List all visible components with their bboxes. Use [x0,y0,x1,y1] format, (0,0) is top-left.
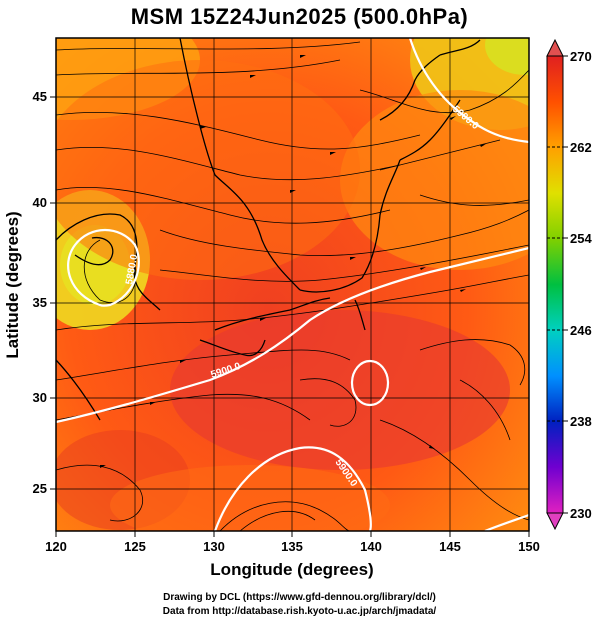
lat-tick: 45 [33,89,47,104]
lon-tick: 130 [203,539,225,554]
credit-data: Data from http://database.rish.kyoto-u.a… [162,606,437,617]
lon-tick-labels: 120 125 130 135 140 145 150 [45,539,540,554]
temperature-field [56,38,529,531]
colorbar-tick: 238 [570,414,592,429]
lat-tick: 40 [33,195,47,210]
colorbar-tick: 262 [570,140,592,155]
contour-label-2: 5880.0 [124,253,140,285]
lon-tick: 145 [439,539,461,554]
colorbar-bottom-arrow [546,512,564,531]
lon-tick: 140 [360,539,382,554]
colorbar-gradient [546,55,564,514]
lon-tick: 120 [45,539,67,554]
colorbar: 270 262 254 246 238 230 [546,38,592,531]
lat-tick: 30 [33,390,47,405]
lat-tick-labels: 25 30 35 40 45 [33,89,47,496]
streamlines [56,41,529,531]
colorbar-tick: 270 [570,49,592,64]
lon-tick: 125 [124,539,146,554]
axis-ticks [50,96,530,537]
colorbar-tick: 254 [570,231,592,246]
height-contours [56,38,529,531]
x-axis-label: Longitude (degrees) [210,560,373,579]
chart-title: MSM 15Z24Jun2025 (500.0hPa) [130,4,469,29]
lon-tick: 150 [518,539,540,554]
lat-tick: 35 [33,295,47,310]
lon-tick: 135 [281,539,303,554]
colorbar-top-arrow [546,38,564,57]
lat-tick: 25 [33,481,47,496]
credit-drawing: Drawing by DCL (https://www.gfd-dennou.o… [163,592,436,603]
y-axis-label: Latitude (degrees) [3,211,22,358]
colorbar-tick: 230 [570,506,592,521]
streamline-arrows [100,55,486,468]
colorbar-tick: 246 [570,323,592,338]
